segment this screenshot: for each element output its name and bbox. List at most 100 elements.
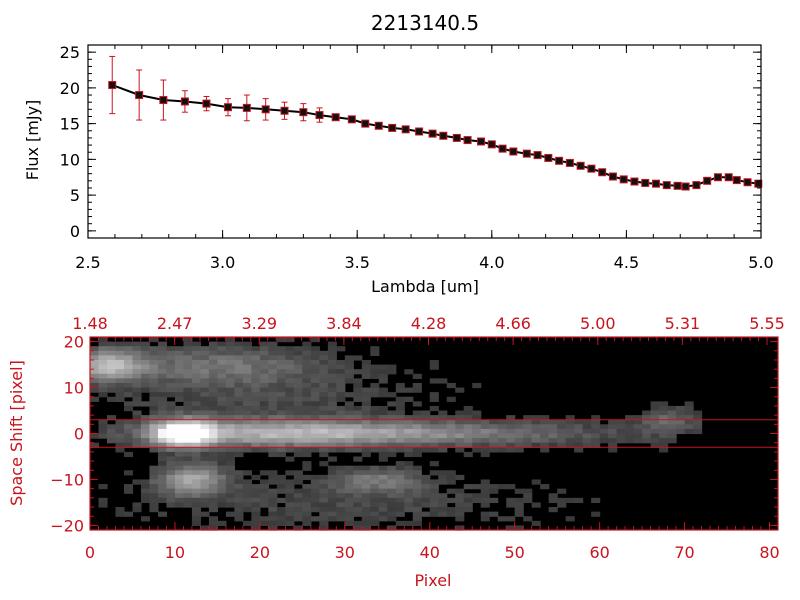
- image-pixel: [208, 447, 218, 453]
- image-pixel: [319, 479, 329, 485]
- image-pixel: [191, 447, 202, 453]
- image-pixel: [446, 488, 456, 494]
- image-pixel: [582, 433, 592, 439]
- image-pixel: [344, 392, 354, 398]
- image-pixel: [421, 484, 431, 490]
- image-pixel: [361, 424, 371, 430]
- image-pixel: [361, 359, 371, 366]
- image-pixel: [174, 410, 185, 416]
- image-pixel: [140, 346, 151, 352]
- image-pixel: [225, 474, 235, 481]
- image-pixel: [540, 442, 550, 448]
- image-pixel: [659, 405, 669, 412]
- image-pixel: [268, 507, 278, 513]
- image-pixel: [208, 465, 218, 471]
- image-pixel: [650, 438, 660, 444]
- image-pixel: [174, 461, 185, 467]
- image-pixel: [327, 442, 337, 448]
- image-pixel: [217, 415, 227, 421]
- image-pixel: [259, 424, 269, 430]
- image-pixel: [344, 479, 354, 485]
- image-pixel: [378, 474, 388, 481]
- data-point: [108, 81, 117, 90]
- image-pixel: [285, 378, 295, 384]
- image-pixel: [370, 488, 380, 494]
- image-pixel: [395, 387, 405, 393]
- image-pixel: [174, 392, 185, 398]
- image-pixel: [370, 428, 380, 435]
- image-pixel: [353, 419, 363, 425]
- image-pixel: [123, 341, 134, 347]
- image-pixel: [217, 424, 227, 430]
- image-pixel: [378, 488, 388, 494]
- image-pixel: [336, 396, 346, 402]
- image-pixel: [293, 350, 303, 356]
- image-pixel: [225, 511, 235, 517]
- image-pixel: [166, 373, 176, 379]
- image-pixel: [310, 428, 320, 435]
- image-pixel: [242, 497, 252, 504]
- image-pixel: [310, 359, 320, 366]
- image-pixel: [225, 396, 235, 402]
- image-pixel: [574, 424, 584, 430]
- data-point: [509, 147, 518, 156]
- image-pixel: [200, 424, 210, 430]
- image-pixel: [191, 359, 202, 366]
- image-pixel: [642, 415, 652, 421]
- image-pixel: [378, 497, 388, 504]
- image-pixel: [191, 502, 202, 508]
- image-pixel: [353, 428, 363, 435]
- image-pixel: [302, 419, 312, 425]
- image-pixel: [319, 451, 329, 458]
- image-pixel: [616, 419, 626, 425]
- image-pixel: [472, 382, 482, 389]
- image-pixel: [514, 497, 524, 504]
- image-pixel: [225, 369, 235, 375]
- image-pixel: [302, 507, 312, 513]
- image-pixel: [531, 442, 541, 448]
- image-pixel: [293, 424, 303, 430]
- image-pixel: [217, 442, 227, 448]
- image-pixel: [378, 438, 388, 444]
- image-pixel: [217, 497, 227, 504]
- image-pixel: [174, 369, 185, 375]
- image-pixel: [191, 474, 202, 481]
- image-pixel: [276, 359, 286, 366]
- image-pixel: [361, 442, 371, 448]
- image-pixel: [336, 405, 346, 412]
- image-pixel: [608, 424, 618, 430]
- image-pixel: [404, 369, 414, 375]
- image-pixel: [259, 520, 269, 527]
- image-pixel: [344, 511, 354, 517]
- image-pixel: [319, 373, 329, 379]
- image-pixel: [149, 359, 159, 366]
- image-pixel: [251, 401, 261, 407]
- top-tick-label: 4.28: [411, 314, 447, 333]
- image-pixel: [523, 488, 533, 494]
- image-pixel: [157, 461, 168, 467]
- image-pixel: [132, 359, 142, 366]
- image-pixel: [438, 447, 448, 453]
- image-pixel: [404, 396, 414, 402]
- image-pixel: [599, 433, 609, 439]
- image-pixel: [251, 433, 261, 439]
- image-pixel: [191, 451, 202, 458]
- image-pixel: [174, 497, 185, 504]
- image-pixel: [327, 488, 337, 494]
- image-pixel: [361, 525, 371, 531]
- x-tick-label: 0: [85, 543, 95, 562]
- image-pixel: [310, 493, 320, 499]
- image-pixel: [310, 382, 320, 389]
- image-pixel: [268, 346, 278, 352]
- image-pixel: [319, 447, 329, 453]
- image-pixel: [259, 497, 269, 504]
- image-pixel: [642, 410, 652, 416]
- image-pixel: [310, 415, 320, 421]
- image-pixel: [149, 382, 159, 389]
- image-pixel: [302, 442, 312, 448]
- image-pixel: [115, 350, 125, 356]
- image-pixel: [225, 502, 235, 508]
- image-pixel: [225, 355, 235, 361]
- image-pixel: [412, 484, 422, 490]
- image-pixel: [285, 359, 295, 366]
